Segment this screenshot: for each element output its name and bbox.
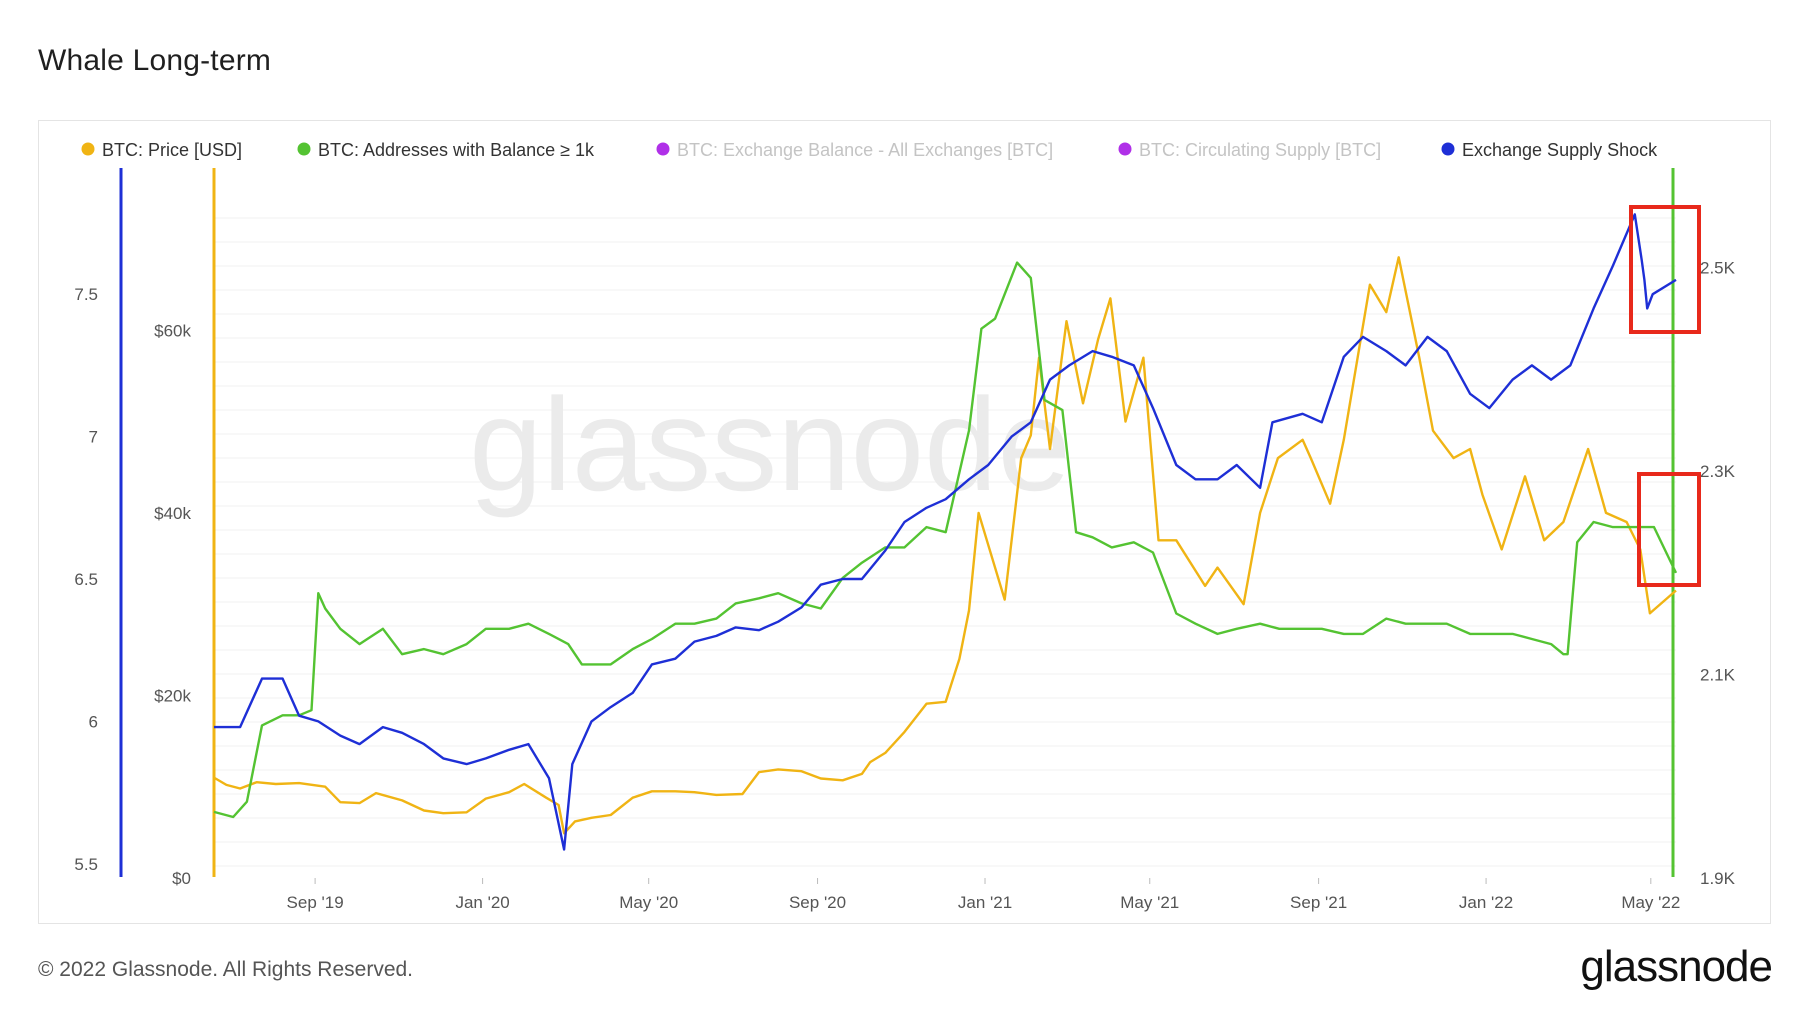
x-tick-label: Jan '20 xyxy=(455,893,509,912)
series-line-btc-addresses-with-balance-1k xyxy=(213,261,1678,819)
axes: 7.5 7 6.5 6 5.5 $60k $40k $20k $0 2.5K 2.3K 2.1K 1.9… xyxy=(74,168,1736,912)
legend-label: BTC: Circulating Supply [BTC] xyxy=(1139,140,1381,160)
shock-tick-label: 6.5 xyxy=(74,570,98,589)
legend-marker xyxy=(81,142,95,156)
series-line-btc-price-usd xyxy=(213,256,1677,835)
legend-marker xyxy=(297,142,311,156)
x-tick-label: May '21 xyxy=(1120,893,1179,912)
series-line-exchange-supply-shock xyxy=(214,213,1677,851)
legend-item-3[interactable]: BTC: Circulating Supply [BTC] xyxy=(1118,140,1382,160)
x-tick-label: Sep '20 xyxy=(789,893,846,912)
price-tick-label: $20k xyxy=(154,686,191,705)
x-tick-label: Sep '21 xyxy=(1290,893,1347,912)
addresses-tick-label: 2.5K xyxy=(1700,259,1736,278)
chart-frame xyxy=(38,120,1771,924)
highlight-box-supply-shock xyxy=(1629,205,1701,334)
shock-tick-label: 5.5 xyxy=(74,855,98,874)
legend-item-0[interactable]: BTC: Price [USD] xyxy=(81,140,243,160)
legend-marker xyxy=(1118,142,1132,156)
legend-label: BTC: Exchange Balance - All Exchanges [B… xyxy=(677,140,1053,160)
addresses-tick-label: 1.9K xyxy=(1700,869,1736,888)
watermark: glassnode xyxy=(469,371,1071,518)
legend: BTC: Price [USD] BTC: Addresses with Bala… xyxy=(81,140,1659,160)
copyright-footer: © 2022 Glassnode. All Rights Reserved. xyxy=(38,958,414,981)
legend-item-4[interactable]: Exchange Supply Shock xyxy=(1441,140,1659,160)
shock-tick-label: 7 xyxy=(89,428,98,447)
series-lines xyxy=(213,213,1678,851)
addresses-tick-label: 2.1K xyxy=(1700,666,1736,685)
shock-tick-label: 6 xyxy=(89,712,98,731)
price-tick-label: $40k xyxy=(154,504,191,523)
highlight-boxes xyxy=(1629,205,1701,587)
price-tick-label: $0 xyxy=(172,869,191,888)
x-tick-label: Jan '22 xyxy=(1459,893,1513,912)
chart-title: Whale Long-term xyxy=(38,44,272,77)
x-tick-label: Jan '21 xyxy=(958,893,1012,912)
x-tick-label: Sep '19 xyxy=(287,893,344,912)
shock-tick-label: 7.5 xyxy=(74,285,98,304)
legend-label: BTC: Price [USD] xyxy=(102,140,242,160)
legend-label: Exchange Supply Shock xyxy=(1462,140,1658,160)
legend-item-1[interactable]: BTC: Addresses with Balance ≥ 1k xyxy=(297,140,596,160)
legend-item-2[interactable]: BTC: Exchange Balance - All Exchanges [B… xyxy=(656,140,1054,160)
price-tick-label: $60k xyxy=(154,321,191,340)
legend-marker xyxy=(656,142,670,156)
legend-marker xyxy=(1441,142,1455,156)
brand-logo: glassnode xyxy=(1580,942,1773,991)
highlight-box-addresses xyxy=(1637,472,1701,587)
x-tick-label: May '22 xyxy=(1621,893,1680,912)
addresses-tick-label: 2.3K xyxy=(1700,462,1736,481)
x-tick-label: May '20 xyxy=(619,893,678,912)
legend-label: BTC: Addresses with Balance ≥ 1k xyxy=(318,140,595,160)
gridlines xyxy=(214,217,1676,867)
